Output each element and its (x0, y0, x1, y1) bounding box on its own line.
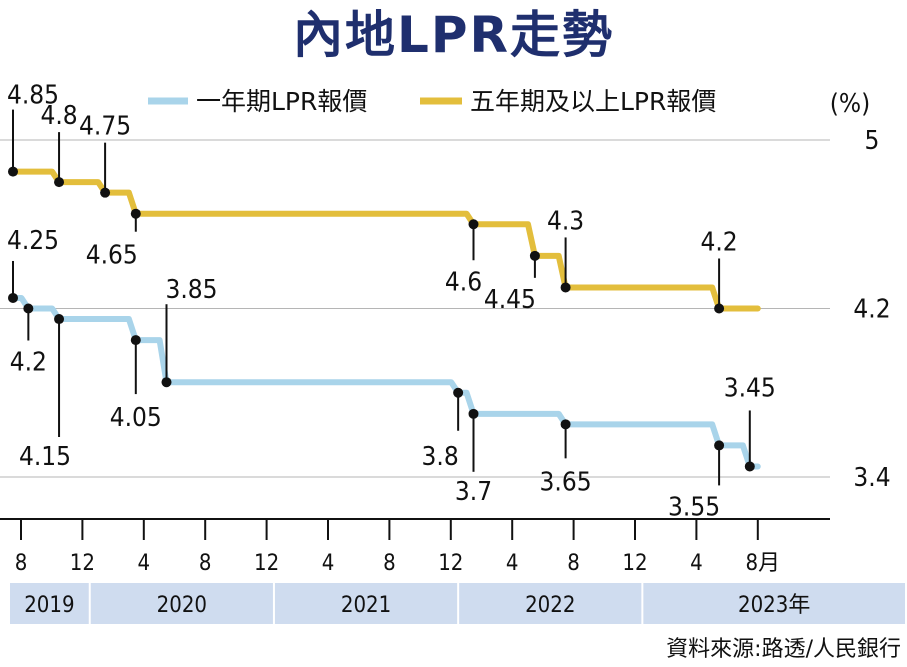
x-tick-label: 4 (138, 551, 151, 576)
chart-title: 內地LPR走勢 (292, 6, 614, 64)
x-tick-label: 4 (690, 551, 703, 576)
annotation-label: 4.6 (445, 267, 482, 297)
annotation-label: 4.25 (7, 226, 59, 256)
year-band-cell (274, 583, 458, 624)
year-band-cell (90, 583, 273, 624)
year-label: 2020 (157, 593, 207, 618)
x-tick-label: 12 (438, 551, 463, 576)
legend-label-five-year: 五年期及以上LPR報價 (470, 87, 716, 116)
year-band-cell (643, 583, 905, 624)
x-tick-label: 4 (506, 551, 519, 576)
x-tick-label: 8 (383, 551, 396, 576)
data-point (714, 440, 725, 451)
x-tick-label: 12 (70, 551, 95, 576)
annotation-label: 4.2 (701, 228, 738, 258)
annotation-label: 4.8 (40, 101, 77, 131)
data-point (468, 219, 479, 230)
annotation-label: 4.3 (547, 206, 584, 236)
year-label: 2022 (525, 593, 575, 618)
annotation-label: 3.55 (668, 492, 720, 522)
annotation-label: 4.2 (10, 348, 47, 378)
data-point (130, 335, 141, 346)
legend: 一年期LPR報價 五年期及以上LPR報價 (148, 87, 716, 116)
annotations: 4.25 4.2 4.15 4.05 3.85 3.8 3.7 3.65 3.55 3.45 4.8… (7, 81, 776, 523)
x-tick-label: 4 (322, 551, 335, 576)
y-unit-label: (%) (830, 89, 871, 119)
annotation-label: 4.85 (7, 81, 59, 111)
year-band-cell (459, 583, 642, 624)
year-band: 2019 2020 2021 2022 2023年 (10, 583, 905, 624)
y-tick-label: 4.2 (853, 295, 890, 325)
data-point (23, 303, 34, 314)
x-tick-label: 8 (199, 551, 212, 576)
x-axis: 8 12 4 8 12 4 8 12 4 8 12 4 8月 (0, 518, 830, 576)
annotation-label: 3.85 (165, 275, 217, 305)
source-note: 資料來源:路透/人民銀行 (666, 637, 901, 662)
series-line (10, 294, 761, 470)
year-label: 2023年 (738, 593, 810, 618)
data-point (453, 387, 464, 398)
annotation-label: 3.65 (540, 467, 592, 497)
data-point (744, 461, 755, 472)
series-line (10, 168, 761, 312)
annotation-label: 3.7 (455, 477, 492, 507)
data-point (161, 377, 172, 388)
y-tick-label: 5 (865, 126, 880, 156)
data-point (54, 314, 65, 325)
x-tick-label: 8 (15, 551, 28, 576)
data-point (529, 250, 540, 261)
data-point (8, 166, 18, 177)
x-tick-label: 8月 (746, 551, 781, 576)
annotation-label: 3.8 (422, 442, 459, 472)
x-tick-label: 12 (622, 551, 647, 576)
gridlines (0, 139, 830, 478)
data-point (560, 282, 571, 293)
data-point (560, 419, 571, 430)
y-tick-label: 3.4 (853, 463, 890, 493)
year-label: 2019 (24, 593, 74, 618)
data-point (8, 292, 18, 303)
x-tick-label: 8 (567, 551, 580, 576)
annotation-label: 4.65 (86, 241, 138, 271)
annotation-label: 4.15 (19, 442, 71, 472)
x-tick-label: 12 (254, 551, 279, 576)
year-label: 2021 (341, 593, 391, 618)
annotation-label: 4.75 (79, 112, 131, 142)
annotation-label: 4.45 (484, 285, 536, 315)
data-point (54, 177, 65, 188)
legend-label-one-year: 一年期LPR報價 (196, 87, 367, 116)
data-point (100, 187, 111, 198)
annotation-label: 4.05 (110, 403, 162, 433)
series-lines (10, 168, 761, 470)
data-point (714, 303, 725, 314)
y-axis-labels: 5 4.2 3.4 (%) (830, 89, 891, 493)
data-point (130, 208, 141, 219)
annotation-label: 3.45 (724, 373, 776, 403)
data-point (468, 408, 479, 419)
year-band-cell (10, 583, 89, 624)
